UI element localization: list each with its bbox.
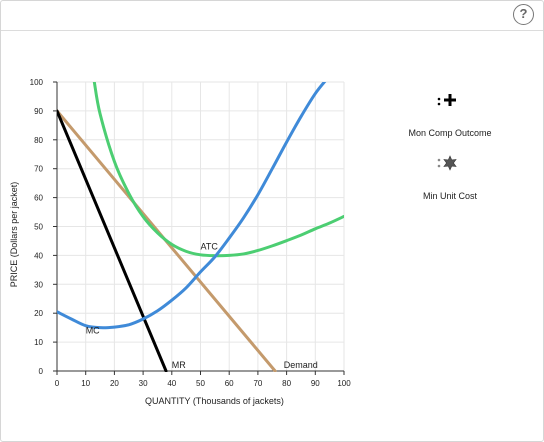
star-marker-icon[interactable] — [437, 155, 457, 171]
y-tick-label: 60 — [34, 194, 43, 203]
x-tick-label: 40 — [167, 379, 176, 388]
chart-legend: Mon Comp Outcome Min Unit Cost — [408, 94, 492, 201]
marker-dot — [437, 102, 441, 106]
y-tick-label: 30 — [34, 280, 43, 289]
y-tick-label: 40 — [34, 251, 43, 260]
legend-label-mon-comp-outcome: Mon Comp Outcome — [408, 128, 491, 138]
x-tick-label: 0 — [55, 379, 60, 388]
chart-axes: 0 10 20 30 40 50 60 70 80 90 100 0 10 20 30 40 50 60 70 80 9… — [30, 78, 352, 388]
x-tick-label: 80 — [282, 379, 291, 388]
x-tick-label: 10 — [81, 379, 90, 388]
x-tick-label: 20 — [110, 379, 119, 388]
panel-toolbar: ? — [1, 1, 543, 31]
x-tick-label: 50 — [196, 379, 205, 388]
legend-item-min-unit-cost[interactable]: Min Unit Cost — [423, 155, 478, 201]
y-tick-label: 50 — [34, 223, 43, 232]
star-marker-shape — [443, 155, 457, 171]
series-mr-curve — [57, 109, 168, 372]
marker-dot — [437, 164, 441, 168]
series-mc-curve — [57, 82, 327, 330]
x-tick-label: 60 — [225, 379, 234, 388]
plus-marker-icon[interactable] — [437, 94, 456, 106]
chart-curve-labels: Demand MR ATC MC — [86, 242, 318, 370]
help-icon[interactable]: ? — [513, 4, 534, 25]
x-axis-title: QUANTITY (Thousands of jackets) — [145, 396, 284, 406]
chart-curves — [57, 82, 344, 372]
series-label-atc: ATC — [201, 242, 219, 252]
legend-item-mon-comp-outcome[interactable]: Mon Comp Outcome — [408, 94, 492, 138]
x-tick-label: 70 — [253, 379, 262, 388]
x-tick-label: 90 — [311, 379, 320, 388]
series-label-demand: Demand — [284, 360, 318, 370]
y-tick-label: 90 — [34, 107, 43, 116]
x-tick-label: 30 — [139, 379, 148, 388]
legend-label-min-unit-cost: Min Unit Cost — [423, 191, 478, 201]
y-tick-label: 0 — [39, 367, 44, 376]
y-axis-title: PRICE (Dollars per jacket) — [9, 182, 19, 288]
plus-marker-horizontal — [444, 98, 456, 102]
x-tick-label: 100 — [337, 379, 351, 388]
y-tick-label: 80 — [34, 136, 43, 145]
marker-dot — [437, 158, 441, 162]
y-tick-label: 20 — [34, 309, 43, 318]
y-tick-label: 100 — [30, 78, 44, 87]
y-tick-label: 10 — [34, 338, 43, 347]
y-tick-label: 70 — [34, 165, 43, 174]
series-label-mr: MR — [172, 360, 186, 370]
chart-grid — [57, 81, 345, 371]
marker-dot — [437, 97, 441, 101]
series-label-mc: MC — [86, 325, 100, 335]
